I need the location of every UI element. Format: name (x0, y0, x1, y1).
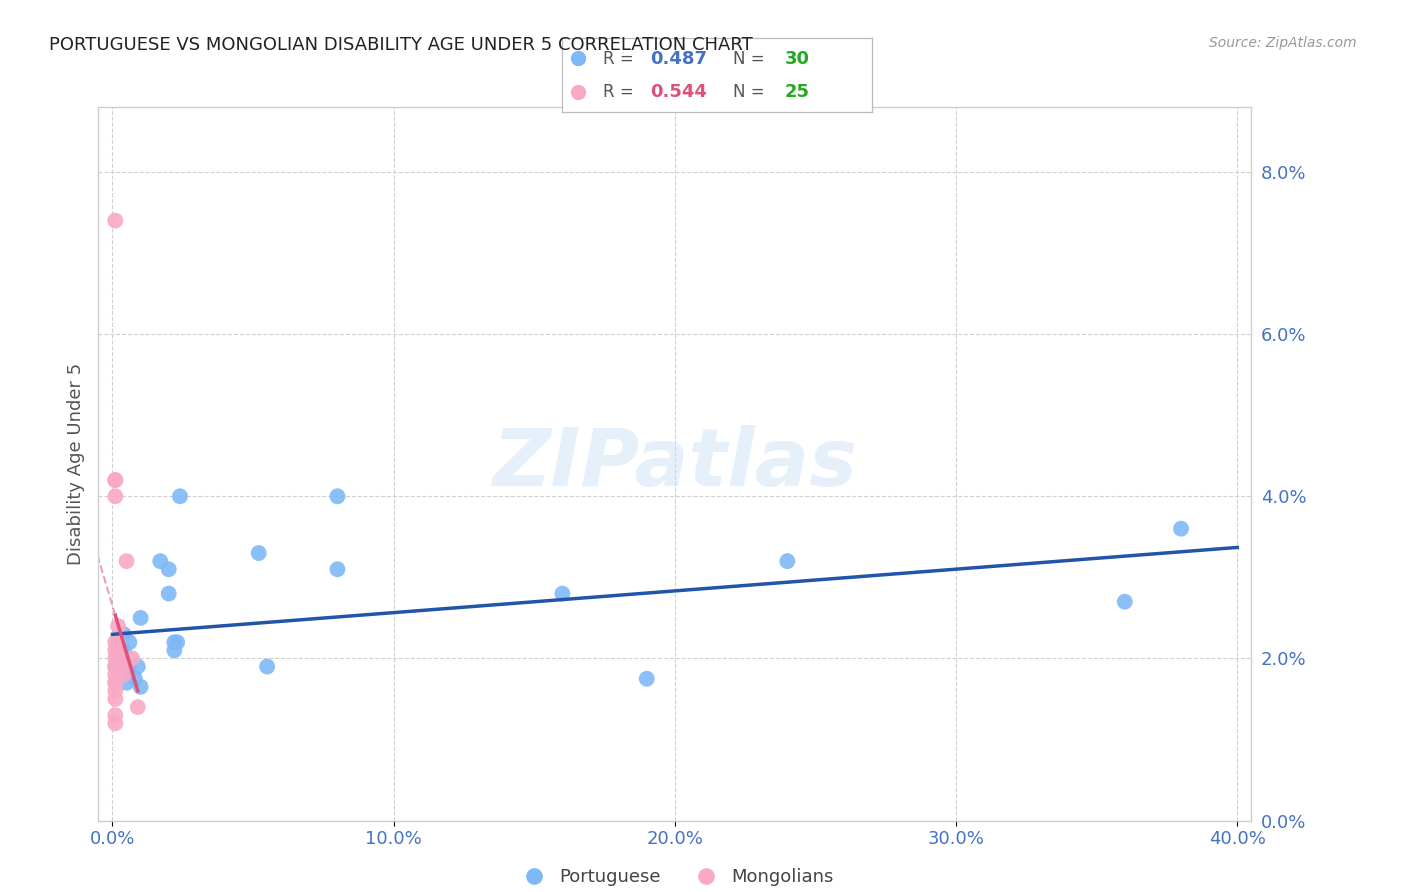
Point (551, 586, 574, 600)
Point (104, 659, 127, 673)
Point (247, 546, 270, 560)
Point (104, 473, 127, 487)
Point (121, 651, 143, 665)
Point (129, 611, 152, 625)
Point (115, 675, 138, 690)
Y-axis label: Disability Age Under 5: Disability Age Under 5 (66, 363, 84, 565)
Point (115, 664, 138, 678)
Point (104, 213, 127, 227)
Point (115, 554, 138, 568)
Point (124, 672, 146, 686)
Point (104, 675, 127, 690)
Point (636, 672, 658, 686)
Point (104, 684, 127, 698)
Point (256, 659, 278, 673)
Text: N =: N = (733, 84, 769, 102)
Point (112, 659, 135, 673)
Point (104, 659, 127, 673)
Text: 25: 25 (785, 84, 810, 102)
Text: PORTUGUESE VS MONGOLIAN DISABILITY AGE UNDER 5 CORRELATION CHART: PORTUGUESE VS MONGOLIAN DISABILITY AGE U… (49, 36, 754, 54)
Point (166, 635, 188, 649)
Point (118, 635, 141, 649)
Text: 30: 30 (785, 50, 810, 68)
Text: Source: ZipAtlas.com: Source: ZipAtlas.com (1209, 36, 1357, 50)
Point (107, 635, 129, 649)
Point (112, 643, 135, 657)
Point (776, 554, 799, 568)
Point (163, 643, 186, 657)
Text: 0.487: 0.487 (651, 50, 707, 68)
Point (326, 489, 349, 503)
Point (1170, 522, 1192, 536)
Point (104, 716, 127, 731)
Point (104, 651, 127, 665)
Point (104, 675, 127, 690)
Point (110, 659, 132, 673)
Point (110, 659, 132, 673)
Text: R =: R = (603, 84, 638, 102)
Point (129, 680, 152, 694)
Point (110, 651, 132, 665)
Point (127, 659, 149, 673)
Point (169, 489, 191, 503)
Point (104, 643, 127, 657)
Point (163, 635, 186, 649)
Point (107, 643, 129, 657)
Text: R =: R = (603, 50, 638, 68)
Point (326, 562, 349, 576)
Point (1114, 595, 1136, 609)
Point (104, 635, 127, 649)
Point (107, 619, 129, 633)
Text: N =: N = (733, 50, 769, 68)
Legend: Portuguese, Mongolians: Portuguese, Mongolians (509, 862, 841, 892)
Point (112, 627, 135, 641)
Point (104, 692, 127, 706)
Point (104, 708, 127, 723)
Point (104, 667, 127, 681)
Point (157, 586, 180, 600)
Point (104, 489, 127, 503)
Point (112, 667, 135, 681)
Point (107, 635, 129, 649)
Point (149, 554, 172, 568)
Text: 0.544: 0.544 (651, 84, 707, 102)
Point (104, 473, 127, 487)
Point (110, 651, 132, 665)
Point (118, 659, 141, 673)
Text: ZIPatlas: ZIPatlas (492, 425, 858, 503)
Point (127, 700, 149, 714)
Point (157, 562, 180, 576)
